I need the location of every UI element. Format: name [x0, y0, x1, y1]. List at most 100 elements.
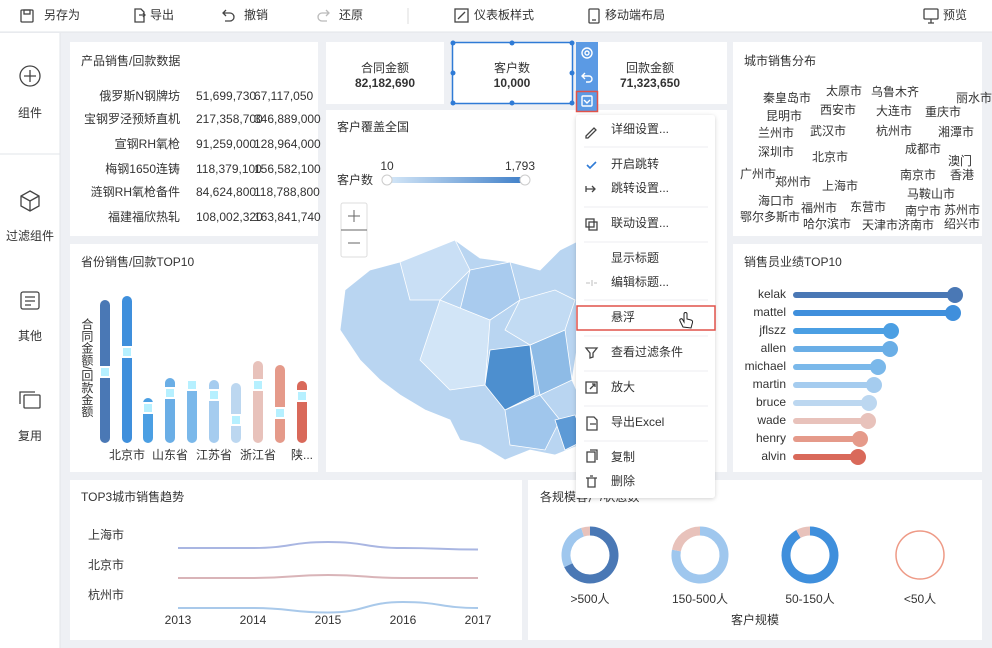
bar — [793, 418, 868, 424]
x-tick-label: 北京市 — [109, 447, 145, 462]
cloud-word: 昆明市 — [766, 108, 802, 123]
donut-segment — [895, 530, 945, 580]
toolbar-button[interactable]: 撤销 — [244, 7, 268, 22]
menu-item[interactable]: 查看过滤条件 — [611, 345, 683, 359]
donut-segment — [561, 527, 585, 568]
bar — [793, 382, 874, 388]
y-tick-label: 杭州市 — [88, 587, 124, 602]
sidebar-button[interactable]: 其他 — [18, 329, 42, 343]
widget-title: TOP3城市销售趋势 — [81, 489, 184, 504]
menu-item[interactable]: 放大 — [611, 379, 635, 394]
menu-item[interactable]: 导出Excel — [611, 415, 664, 429]
slider-handle[interactable] — [519, 174, 531, 186]
sidebar-button[interactable]: 过滤组件 — [6, 229, 54, 243]
cloud-word: 太原市 — [826, 83, 862, 98]
marker — [252, 379, 264, 391]
hover-highlight — [576, 305, 716, 331]
cloud-word: 乌鲁木齐 — [871, 84, 919, 99]
menu-item[interactable]: 跳转设置... — [611, 180, 669, 195]
sidebar-button[interactable]: 组件 — [18, 106, 42, 120]
cloud-word: 深圳市 — [758, 144, 794, 159]
marker — [296, 390, 308, 402]
sidebar-button[interactable]: 复用 — [18, 429, 42, 443]
active-button[interactable] — [575, 90, 599, 113]
table-cell: 宣钢RH氧枪 — [115, 136, 180, 151]
cloud-word: 武汉市 — [810, 123, 846, 138]
menu-item[interactable]: 悬浮 — [611, 310, 635, 324]
menu-item[interactable]: 编辑标题... — [611, 274, 669, 289]
table-cell: 67,117,050 — [254, 89, 313, 103]
table-cell: 福建福欣热轧 — [108, 209, 180, 224]
table-cell: 宝钢罗泾预矫直机 — [84, 111, 180, 126]
toolbar-button[interactable]: 另存为 — [44, 8, 80, 22]
legend-gradient — [387, 177, 525, 183]
cloud-word: 苏州市 — [944, 202, 980, 217]
cloud-word: 郑州市 — [775, 174, 811, 189]
bar-end — [852, 431, 868, 447]
toolbar — [0, 0, 992, 32]
donut-segment — [671, 526, 729, 584]
zoom-icons — [341, 210, 367, 244]
cloud-word: 福州市 — [801, 200, 837, 215]
bar — [793, 292, 955, 298]
cloud-word: 成都市 — [905, 141, 941, 156]
cloud-word: 东营市 — [850, 199, 886, 214]
resize-handles[interactable] — [450, 40, 575, 106]
sidebar-icons — [19, 65, 41, 409]
cloud-word: 上海市 — [822, 178, 858, 193]
bar — [793, 364, 878, 370]
marker — [208, 389, 220, 401]
y-tick-label: jflszz — [758, 323, 786, 337]
x-tick-label: 山东省 — [152, 448, 188, 462]
menu-item[interactable]: 联动设置... — [611, 216, 669, 230]
bar — [793, 454, 858, 460]
bar — [793, 346, 890, 352]
menu-item[interactable]: 复制 — [611, 450, 635, 464]
table-cell: 217,358,700 — [196, 112, 263, 126]
x-tick-label: 150-500人 — [672, 592, 728, 606]
bar — [793, 328, 891, 334]
table-cell: 346,889,000 — [254, 112, 321, 126]
bar — [122, 296, 132, 443]
menu-item[interactable]: 详细设置... — [611, 121, 669, 136]
cloud-word: 北京市 — [812, 149, 848, 164]
cloud-word: 广州市 — [740, 166, 776, 181]
marker — [121, 346, 133, 358]
x-tick-label: >500人 — [570, 592, 609, 606]
toolbar-button[interactable]: 仪表板样式 — [474, 7, 534, 22]
toolbar-button[interactable]: 导出 — [150, 8, 174, 22]
toolbar-button[interactable]: 移动端布局 — [605, 8, 665, 22]
donut-segment — [581, 526, 591, 537]
cloud-word: 鄂尔多斯市 — [740, 209, 800, 224]
menu-item[interactable]: 开启跳转 — [611, 156, 659, 171]
bar-end — [945, 305, 961, 321]
cloud-word: 湘潭市 — [938, 124, 974, 139]
y-tick-label: martin — [753, 377, 786, 391]
donut-segment — [564, 526, 619, 584]
cloud-word: 海口市 — [758, 193, 794, 208]
cloud-word: 丽水市 — [956, 90, 992, 105]
marker — [186, 379, 198, 391]
toolbar-button[interactable]: 预览 — [943, 7, 967, 22]
table-cell: 91,259,000 — [196, 137, 256, 151]
widget-action-icons[interactable] — [581, 47, 593, 107]
widget-title: 客户覆盖全国 — [337, 119, 409, 134]
widget-title: 产品销售/回款数据 — [81, 53, 180, 68]
toolbar-button[interactable]: 还原 — [339, 8, 363, 22]
cloud-word: 南京市 — [900, 167, 936, 182]
marker — [230, 414, 242, 426]
slider-handle[interactable] — [381, 174, 393, 186]
y-tick-label: kelak — [758, 287, 787, 301]
kpi-label: 客户数 — [494, 60, 530, 75]
bar — [793, 400, 869, 406]
y-tick-label: wade — [756, 413, 786, 427]
menu-item[interactable]: 显示标题 — [611, 251, 659, 265]
toolbar-icons — [20, 8, 939, 24]
bar — [793, 310, 953, 316]
menu-item[interactable]: 删除 — [611, 473, 635, 488]
cloud-word: 香港 — [950, 168, 974, 182]
bar-end — [850, 449, 866, 465]
y-axis-label: 合同金额/回款金额 — [80, 317, 94, 418]
